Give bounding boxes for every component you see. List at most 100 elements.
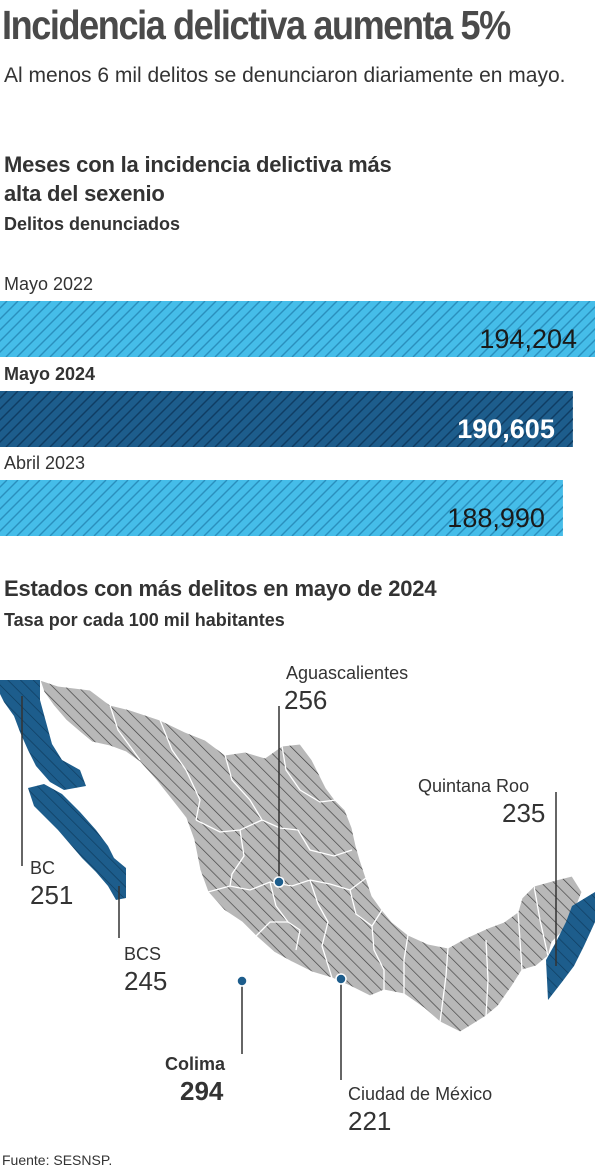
bar-hatch-line: [522, 396, 573, 447]
bar-hatch-line: [533, 301, 591, 357]
bar-hatch-line: [192, 480, 250, 536]
bar-hatch-line: [291, 391, 349, 447]
bar-hatch-line: [126, 480, 184, 536]
bar-hatch-line: [379, 391, 437, 447]
bar-chart-title: Meses con la incidencia delictiva más al…: [4, 152, 392, 206]
bar-hatch-line: [93, 480, 151, 536]
bar-hatch-line: [236, 391, 294, 447]
bar-hatch-line: [170, 480, 228, 536]
bar-hatch-line: [258, 301, 316, 357]
bar-hatch-line: [104, 301, 162, 357]
bar-hatch-line: [533, 506, 563, 536]
bar-hatch-line: [0, 480, 30, 510]
bar-hatch-line: [555, 429, 573, 447]
bar-hatch-line: [0, 391, 19, 410]
bar-hatch-line: [313, 391, 371, 447]
bar-hatch-line: [148, 301, 206, 357]
bar-hatch-line: [500, 480, 558, 536]
bar-hatch-line: [368, 301, 426, 357]
value-aguascalientes: 256: [284, 685, 328, 715]
bar-hatch-line: [346, 480, 404, 536]
bar-hatch-line: [115, 301, 173, 357]
bar-hatch-line: [104, 480, 162, 536]
bar-hatch-line: [577, 339, 595, 357]
bar-hatch-line: [214, 301, 272, 357]
bar-hatch-line: [0, 480, 52, 532]
bar-hatch-line: [181, 301, 239, 357]
mexico-map: Aguascalientes 256 Quintana Roo 235 BC 2…: [0, 660, 595, 1145]
bar-hatch-line: [93, 391, 151, 447]
bar-hatch-line: [522, 495, 563, 536]
bar-value-mayo-2022: 194,204: [479, 324, 577, 354]
bar-hatch-line: [0, 301, 19, 320]
bar-chart-subtitle: Delitos denunciados: [4, 214, 181, 234]
bar-hatch-line: [148, 480, 206, 536]
value-bc: 251: [30, 880, 74, 910]
bar-hatch-line: [412, 480, 470, 536]
bar-hatch-line: [38, 301, 96, 357]
baja-california-sur-shape: [28, 784, 126, 900]
bar-hatch-line: [159, 480, 217, 536]
bar-hatch-line: [115, 391, 173, 447]
bar-hatch-line: [269, 301, 327, 357]
bar-hatch-line: [390, 391, 448, 447]
bar-hatch-line: [214, 391, 272, 447]
bar-hatch-line: [82, 391, 140, 447]
bar-hatch-line: [445, 391, 503, 447]
bar-hatch-line: [302, 301, 360, 357]
bar-hatch-line: [126, 391, 184, 447]
bar-hatch-line: [71, 480, 129, 536]
bar-hatch-line: [478, 391, 536, 447]
bar-hatch-line: [0, 301, 30, 331]
bar-hatch-line: [324, 391, 382, 447]
bar-hatch-line: [280, 391, 338, 447]
bar-hatch-line: [390, 301, 448, 357]
mexico-map-svg: [0, 679, 595, 1080]
bar-graphic-2: [0, 480, 563, 536]
bar-hatch-line: [225, 301, 283, 357]
bar-graphic-1: [0, 391, 573, 447]
bar-hatch-line: [423, 480, 481, 536]
value-cdmx: 221: [348, 1106, 392, 1136]
bar-hatch-line: [5, 391, 63, 447]
bar-mayo-2024: 190,605: [0, 391, 573, 447]
bar-hatch-line: [247, 301, 305, 357]
bar-hatch-line: [203, 391, 261, 447]
bar-hatch-line: [390, 480, 448, 536]
bar-hatch-line: [38, 391, 96, 447]
bar-hatch-line: [137, 391, 195, 447]
bar-hatch-line: [0, 480, 19, 499]
bar-hatch-line: [302, 391, 360, 447]
bar-hatch-line: [82, 480, 140, 536]
label-aguascalientes: Aguascalientes: [286, 663, 409, 683]
bar-label-abril-2023: Abril 2023: [4, 453, 86, 473]
bar-hatch-line: [236, 301, 294, 357]
bar-hatch-line: [192, 391, 250, 447]
bar-hatch-line: [544, 517, 563, 536]
bar-hatch-line: [181, 480, 239, 536]
colima-dot: [236, 975, 248, 987]
bar-hatch-line: [269, 391, 327, 447]
bar-hatch-line: [291, 480, 349, 536]
bar-hatch-line: [346, 301, 404, 357]
bar-hatch-line: [544, 306, 595, 357]
bar-hatch-line: [511, 301, 569, 357]
bar-hatch-line: [38, 480, 96, 536]
subhead: Al menos 6 mil delitos se denunciaron di…: [4, 64, 566, 87]
bar-hatch-line: [456, 480, 514, 536]
bar-hatch-line: [71, 301, 129, 357]
bar-hatch-line: [500, 301, 558, 357]
bar-hatch-line: [346, 391, 404, 447]
bar-hatch-line: [5, 480, 63, 536]
bar-hatch-line: [214, 480, 272, 536]
bar-hatch-line: [82, 301, 140, 357]
bar-hatch-line: [478, 301, 536, 357]
bar-hatch-line: [258, 391, 316, 447]
bar-label-mayo-2024: Mayo 2024: [4, 364, 96, 384]
bar-hatch-line: [49, 391, 107, 447]
bar-hatch-line: [280, 480, 338, 536]
bar-hatch-line: [0, 480, 41, 521]
label-quintana-roo: Quintana Roo: [418, 776, 530, 796]
bar-hatch-line: [566, 328, 595, 357]
bar-hatch-line: [27, 301, 85, 357]
